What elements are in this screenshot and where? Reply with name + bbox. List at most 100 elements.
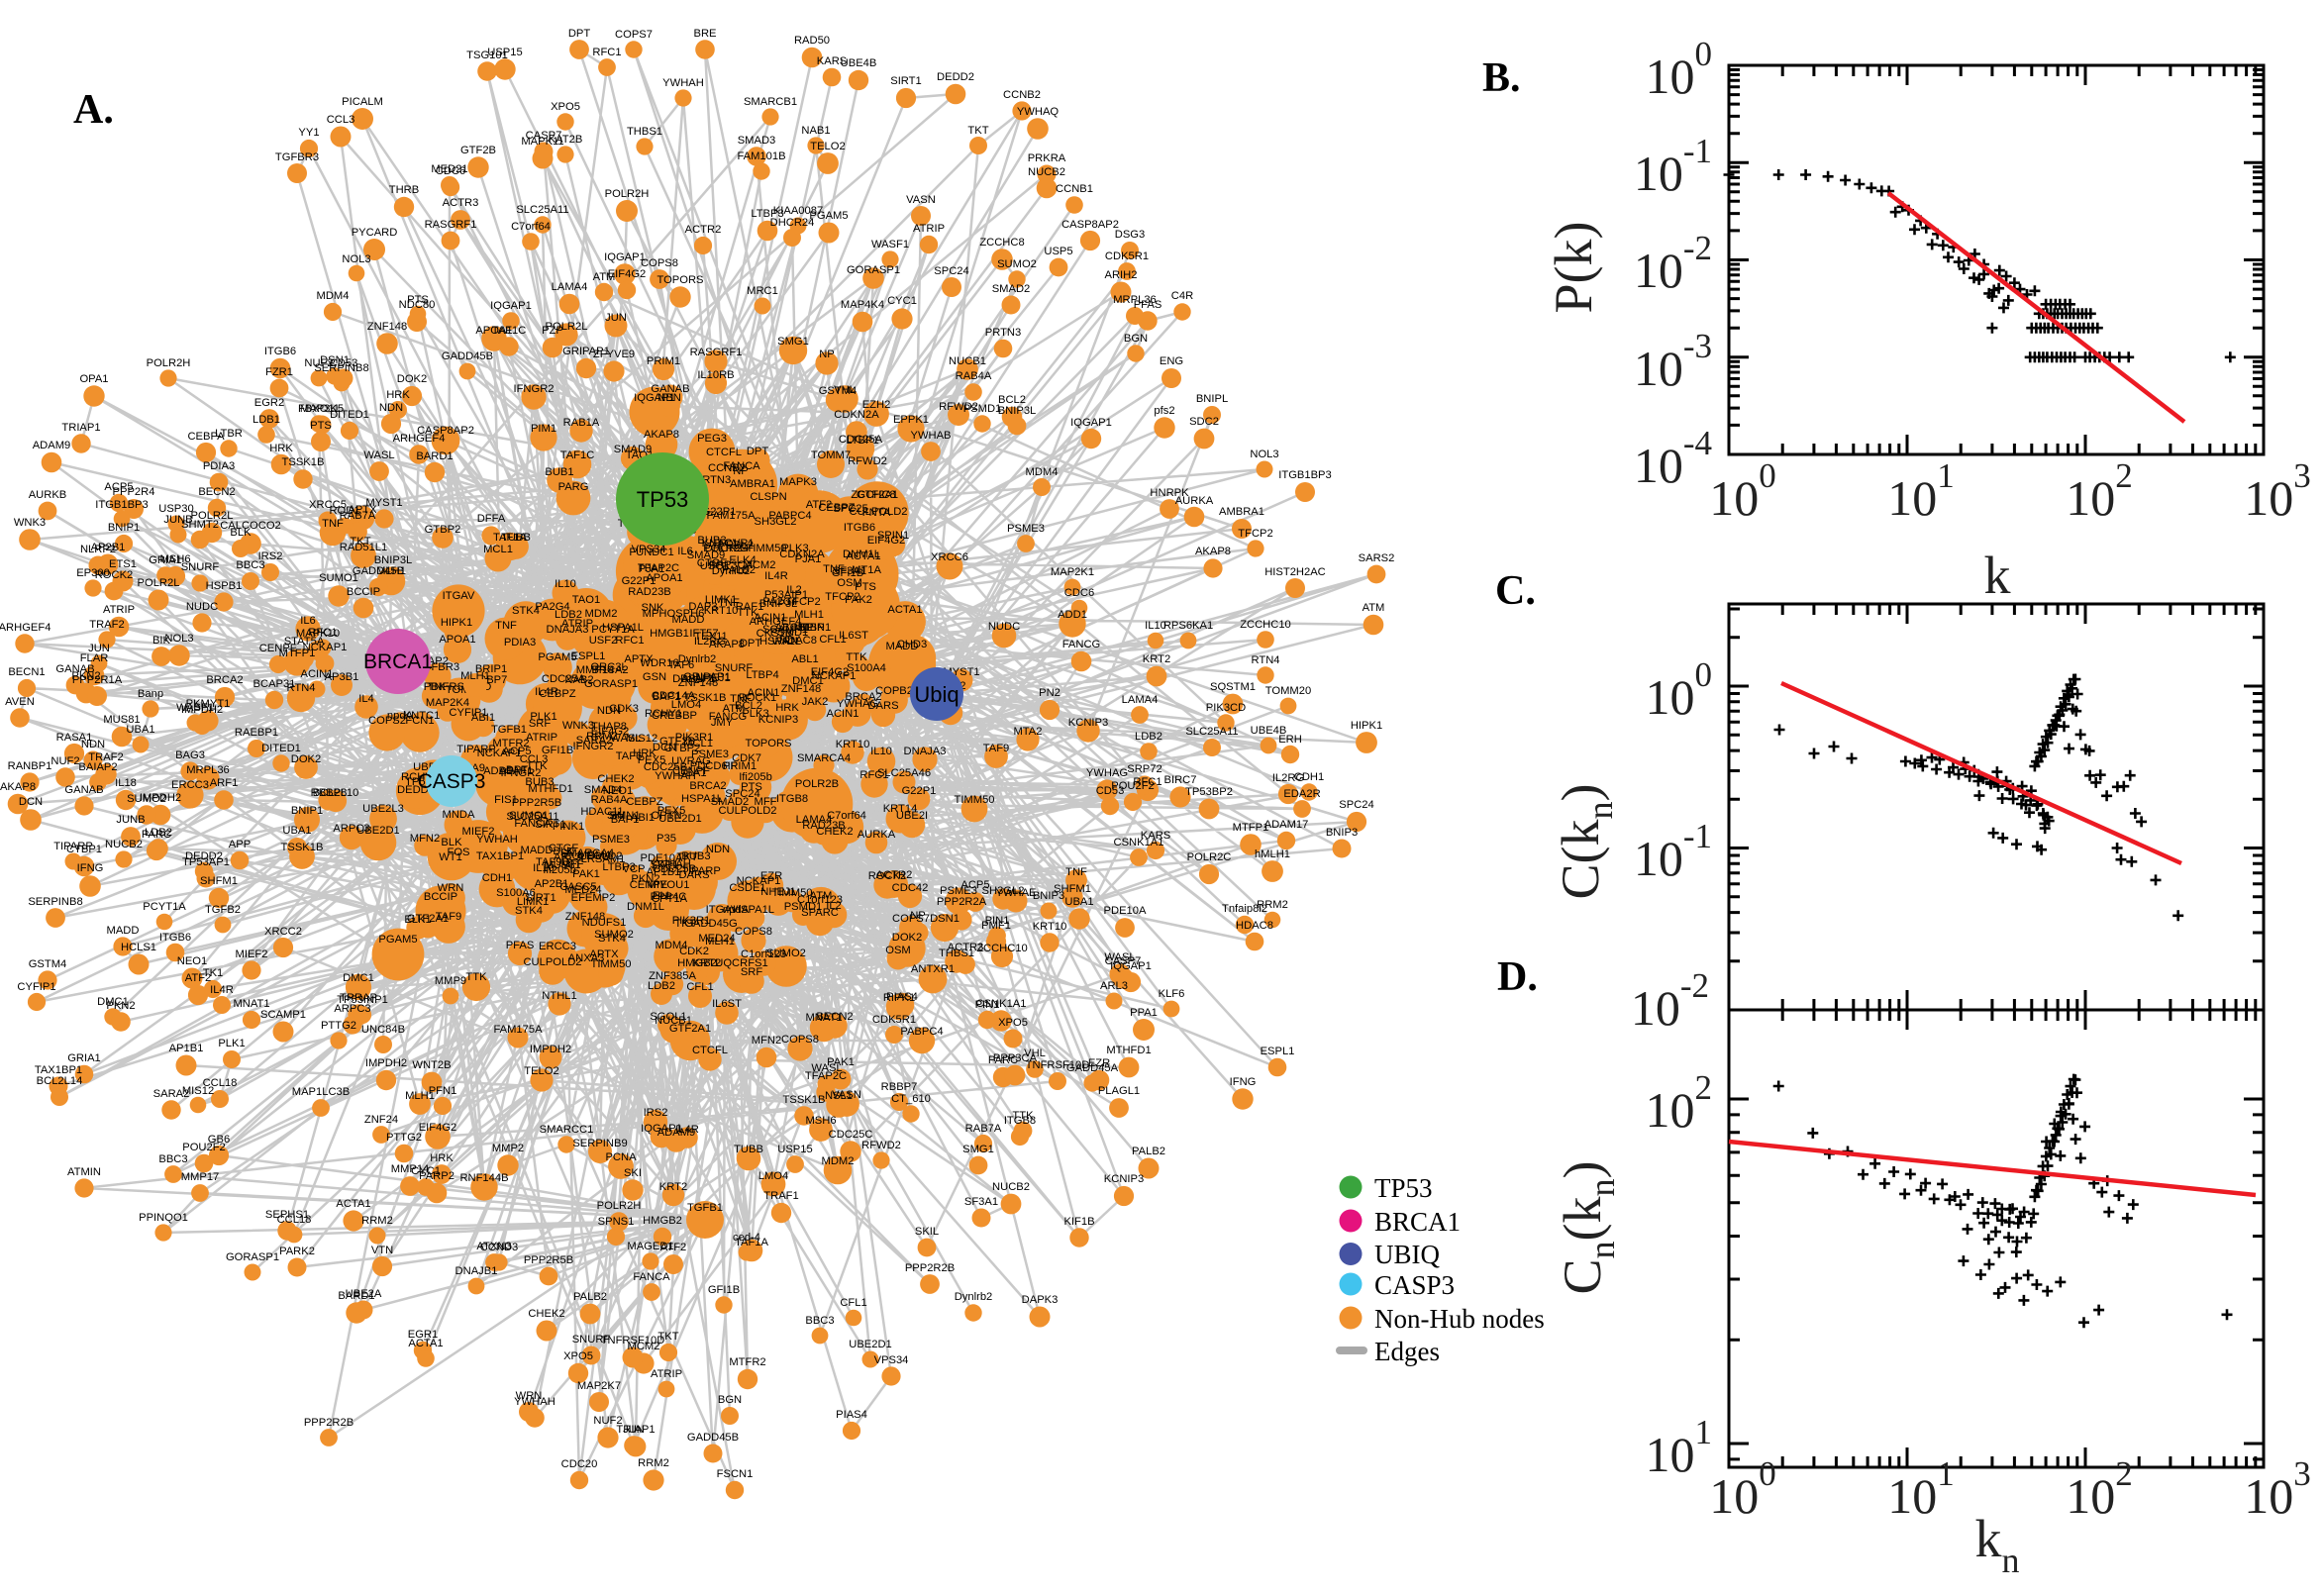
svg-text:GRIA1: GRIA1 — [67, 1052, 101, 1064]
svg-text:IRS2: IRS2 — [258, 550, 283, 562]
svg-text:BIRC7: BIRC7 — [1164, 774, 1197, 786]
svg-text:AKAP8: AKAP8 — [644, 429, 679, 441]
svg-text:ACIN1: ACIN1 — [755, 612, 787, 624]
svg-text:BCL2L10: BCL2L10 — [313, 787, 359, 799]
svg-text:MSH6: MSH6 — [159, 553, 190, 565]
svg-text:STK4: STK4 — [515, 905, 543, 917]
svg-text:PKN2: PKN2 — [106, 1000, 135, 1012]
svg-text:SMAD3: SMAD3 — [738, 135, 776, 147]
svg-text:TIPARP: TIPARP — [681, 865, 721, 877]
svg-text:HDAC8: HDAC8 — [779, 635, 817, 647]
svg-text:10-4: 10-4 — [1634, 424, 1712, 493]
svg-text:RRM2: RRM2 — [586, 731, 618, 743]
svg-text:C1orf123: C1orf123 — [797, 894, 843, 906]
svg-text:KARS: KARS — [817, 55, 847, 67]
svg-text:ABL1: ABL1 — [791, 653, 818, 665]
svg-text:ACTR3: ACTR3 — [443, 197, 479, 209]
svg-text:YWHAH: YWHAH — [514, 1396, 556, 1408]
svg-text:PPINQO1: PPINQO1 — [139, 1212, 188, 1224]
svg-text:ACIN1: ACIN1 — [827, 708, 859, 720]
svg-text:MADD: MADD — [107, 925, 140, 937]
svg-text:MLH1: MLH1 — [405, 1090, 435, 1102]
svg-text:GANAB: GANAB — [651, 383, 689, 395]
svg-text:MTHFD1: MTHFD1 — [1106, 1045, 1151, 1056]
svg-text:SCAMP1: SCAMP1 — [762, 624, 808, 636]
svg-text:MTFP1: MTFP1 — [1233, 822, 1269, 834]
svg-text:BRCA2: BRCA2 — [591, 664, 628, 676]
svg-text:ANTXR1: ANTXR1 — [911, 963, 955, 975]
svg-text:PTTG2: PTTG2 — [386, 1132, 422, 1144]
svg-text:PRKRA: PRKRA — [1028, 152, 1066, 164]
svg-text:POU2F2: POU2F2 — [1111, 780, 1155, 792]
svg-text:P53AIP1: P53AIP1 — [764, 589, 808, 601]
svg-text:BCAP31: BCAP31 — [253, 678, 296, 690]
svg-text:MNAT1: MNAT1 — [233, 998, 269, 1010]
svg-text:AKAP8: AKAP8 — [0, 781, 36, 793]
svg-text:COPS8: COPS8 — [781, 1034, 819, 1046]
svg-text:PARP2: PARP2 — [419, 1170, 454, 1182]
svg-text:EZR: EZR — [1088, 1057, 1110, 1069]
svg-text:DHCR24: DHCR24 — [770, 217, 815, 229]
svg-text:CASP8AP2: CASP8AP2 — [417, 425, 474, 437]
svg-text:XRCC6: XRCC6 — [931, 551, 968, 563]
svg-text:CDK7: CDK7 — [732, 752, 761, 764]
svg-text:ESPL1: ESPL1 — [1261, 1046, 1295, 1057]
svg-text:AURKA: AURKA — [858, 829, 896, 841]
svg-text:ATRIP: ATRIP — [651, 1368, 682, 1380]
svg-text:PGAM5: PGAM5 — [378, 934, 417, 946]
svg-text:BLK: BLK — [441, 837, 462, 848]
svg-text:RFWD2: RFWD2 — [848, 455, 887, 467]
svg-text:SRP72: SRP72 — [1127, 763, 1162, 775]
svg-text:CDC25A: CDC25A — [839, 434, 883, 446]
svg-text:APOA1: APOA1 — [475, 325, 512, 337]
svg-text:SKP1: SKP1 — [651, 859, 679, 871]
svg-text:LMO4: LMO4 — [671, 699, 701, 711]
svg-text:LRSAM1: LRSAM1 — [581, 853, 626, 865]
svg-text:BNIP3L: BNIP3L — [374, 554, 413, 566]
svg-text:G22P1: G22P1 — [902, 785, 937, 797]
svg-text:Edges: Edges — [1374, 1337, 1440, 1366]
svg-text:KCNIP3: KCNIP3 — [758, 714, 798, 726]
svg-text:RIPK1: RIPK1 — [883, 992, 915, 1004]
svg-text:MT1A: MT1A — [852, 564, 881, 576]
svg-text:EZR: EZR — [760, 870, 782, 882]
svg-text:MUS81: MUS81 — [544, 859, 580, 871]
svg-text:MAP2K7: MAP2K7 — [577, 1380, 621, 1392]
svg-text:SGOL1: SGOL1 — [650, 1011, 686, 1023]
svg-text:BUB3: BUB3 — [697, 535, 726, 547]
svg-text:IQGAP1: IQGAP1 — [1070, 417, 1112, 429]
svg-text:C4R: C4R — [1171, 290, 1193, 302]
svg-text:B.: B. — [1482, 55, 1521, 101]
svg-text:SMG1: SMG1 — [777, 336, 809, 348]
svg-text:SHFM1: SHFM1 — [200, 875, 238, 887]
svg-text:COPS8: COPS8 — [735, 926, 772, 938]
svg-text:WASF1: WASF1 — [176, 702, 214, 714]
svg-text:TOPORS: TOPORS — [745, 738, 791, 749]
svg-text:SPARC: SPARC — [801, 907, 839, 919]
svg-text:FCN1: FCN1 — [405, 715, 434, 727]
svg-text:Non-Hub nodes: Non-Hub nodes — [1374, 1304, 1545, 1334]
svg-text:EIF4G2: EIF4G2 — [591, 726, 630, 738]
svg-text:TNFRSF10D: TNFRSF10D — [1026, 1059, 1090, 1071]
svg-text:ERCC3: ERCC3 — [539, 941, 576, 952]
svg-text:KRT2: KRT2 — [659, 1181, 687, 1193]
svg-text:IQGAP1: IQGAP1 — [604, 251, 646, 263]
svg-text:k: k — [1984, 546, 2011, 605]
svg-text:MTA2: MTA2 — [1013, 726, 1042, 738]
svg-text:RAB7A: RAB7A — [340, 510, 376, 522]
svg-text:PDIA3: PDIA3 — [203, 460, 235, 472]
svg-text:RASGRF1: RASGRF1 — [425, 219, 477, 231]
svg-text:FANCA: FANCA — [723, 460, 760, 472]
svg-text:BRCA1: BRCA1 — [1374, 1207, 1461, 1237]
svg-text:TNF: TNF — [1065, 866, 1087, 878]
svg-text:P35: P35 — [656, 833, 676, 845]
svg-text:100: 100 — [1709, 456, 1776, 526]
svg-text:BCCIP: BCCIP — [424, 891, 457, 903]
svg-text:C1orf123: C1orf123 — [741, 948, 786, 960]
svg-text:TGFB1: TGFB1 — [491, 724, 527, 736]
svg-text:SDC2: SDC2 — [1189, 416, 1219, 428]
svg-text:HSPA1L: HSPA1L — [681, 793, 723, 805]
svg-text:D.: D. — [1497, 954, 1538, 1000]
svg-text:CDH1: CDH1 — [1294, 771, 1324, 783]
svg-text:PGAM5: PGAM5 — [538, 651, 576, 663]
